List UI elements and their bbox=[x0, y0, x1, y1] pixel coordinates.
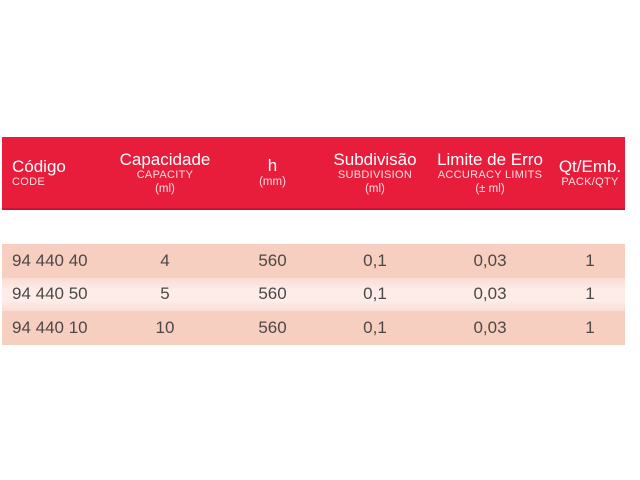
header-unit: (± ml) bbox=[475, 182, 505, 195]
header-sublabel: SUBDIVISION bbox=[337, 168, 413, 181]
cell-pack-qty: 1 bbox=[585, 318, 595, 338]
cell-subdivision: 0,1 bbox=[363, 284, 387, 304]
header-sublabel: CODE bbox=[12, 175, 45, 188]
cell-accuracy: 0,03 bbox=[473, 284, 507, 304]
cell-pack-qty: 1 bbox=[585, 284, 595, 304]
cell-accuracy: 0,03 bbox=[473, 250, 507, 270]
cell-accuracy: 0,03 bbox=[473, 318, 507, 338]
table-row: 94 440 40 4 560 0,1 0,03 1 bbox=[2, 244, 625, 278]
table-body: 94 440 40 4 560 0,1 0,03 1 94 440 50 5 5… bbox=[2, 244, 625, 345]
header-unit: (mm) bbox=[259, 176, 286, 188]
table-row: 94 440 50 5 560 0,1 0,03 1 bbox=[2, 277, 625, 312]
cell-capacity: 5 bbox=[160, 284, 170, 304]
header-label: Qt/Emb. bbox=[558, 156, 622, 176]
cell-code: 94 440 50 bbox=[12, 284, 88, 304]
table-row: 94 440 10 10 560 0,1 0,03 1 bbox=[2, 311, 625, 345]
header-label: Limite de Erro bbox=[437, 149, 543, 169]
header-cell-subdivision: Subdivisão SUBDIVISION (ml) bbox=[325, 137, 425, 208]
cell-height: 560 bbox=[258, 250, 287, 270]
cell-code: 94 440 40 bbox=[12, 250, 88, 270]
header-label: Capacidade bbox=[119, 149, 211, 169]
header-unit: (ml) bbox=[155, 182, 175, 195]
header-cell-pack-qty: Qt/Emb. PACK/QTY bbox=[555, 137, 625, 208]
cell-pack-qty: 1 bbox=[585, 250, 595, 270]
cell-height: 560 bbox=[258, 318, 287, 338]
cell-subdivision: 0,1 bbox=[363, 250, 387, 270]
header-cell-code: Código CODE bbox=[2, 137, 110, 208]
cell-height: 560 bbox=[258, 284, 287, 304]
header-sublabel: PACK/QTY bbox=[561, 175, 619, 188]
header-label: Subdivisão bbox=[333, 149, 417, 169]
header-label: h bbox=[267, 156, 278, 175]
cell-capacity: 4 bbox=[160, 250, 170, 270]
header-unit: (ml) bbox=[365, 182, 385, 195]
table-header-row: Código CODE Capacidade CAPACITY (ml) h (… bbox=[2, 137, 625, 210]
product-spec-table: Código CODE Capacidade CAPACITY (ml) h (… bbox=[2, 137, 625, 345]
header-sublabel: CAPACITY bbox=[136, 168, 194, 181]
header-cell-height: h (mm) bbox=[220, 137, 325, 208]
header-cell-capacity: Capacidade CAPACITY (ml) bbox=[110, 137, 220, 208]
header-sublabel: ACCURACY LIMITS bbox=[437, 168, 543, 181]
cell-code: 94 440 10 bbox=[12, 318, 88, 338]
cell-subdivision: 0,1 bbox=[363, 318, 387, 338]
header-label: Código bbox=[12, 156, 66, 176]
cell-capacity: 10 bbox=[155, 318, 175, 338]
header-body-gap bbox=[2, 210, 625, 244]
header-cell-accuracy: Limite de Erro ACCURACY LIMITS (± ml) bbox=[425, 137, 555, 208]
